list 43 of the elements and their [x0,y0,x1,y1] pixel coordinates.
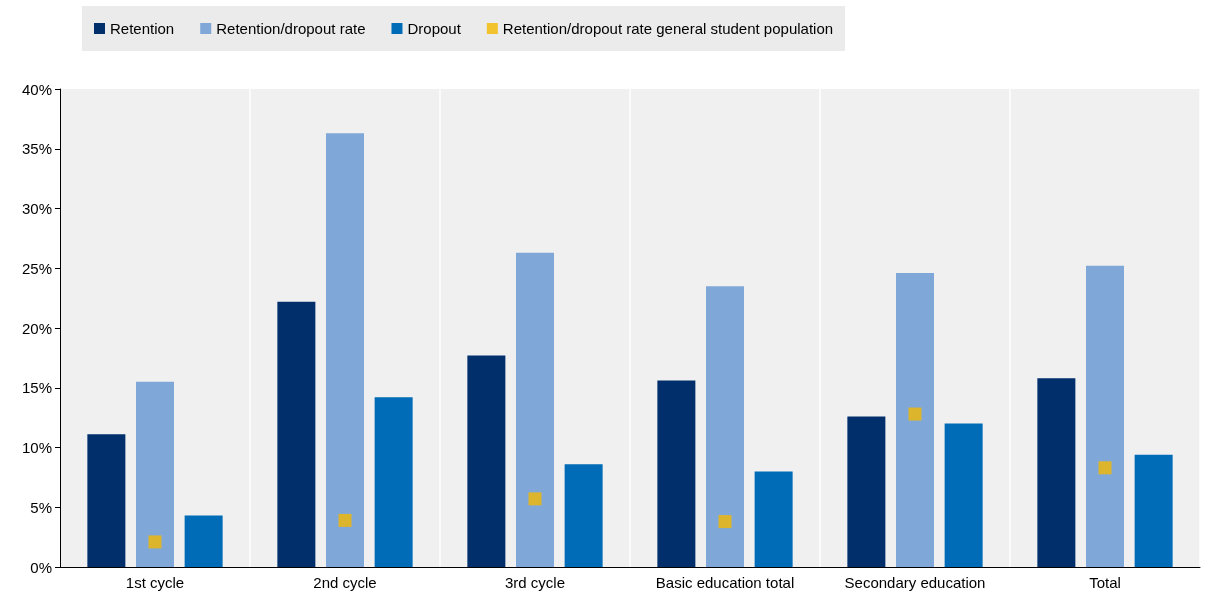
point [908,407,922,421]
bar [754,471,793,567]
y-tick-label: 30% [21,200,52,217]
bar [87,434,126,567]
x-tick-label: Basic education total [655,574,795,591]
y-tick-label: 0% [30,558,52,576]
y-tick-label: 35% [21,140,52,158]
bar [847,416,886,567]
legend-label: Retention/dropout rate [216,20,366,37]
point [148,535,162,549]
x-tick-label: 2nd cycle [313,574,377,591]
legend-label: Retention/dropout rate general student population [502,20,834,37]
y-tick-label: 40% [21,80,52,98]
x-tick-label: 1st cycle [125,574,185,591]
bar [516,252,554,567]
bar [374,397,413,567]
bar [1134,454,1173,567]
bar [657,380,696,567]
bar [706,286,744,567]
bar [896,273,934,567]
x-tick-label: Total [1089,574,1121,591]
bar [136,381,174,567]
legend-label: Retention [110,20,175,37]
bar [564,464,603,567]
y-tick-label: 15% [21,379,52,397]
y-tick-label: 25% [21,259,52,277]
bar [944,423,983,567]
x-tick-label: 3rd cycle [504,574,566,591]
bar [1037,378,1076,567]
y-tick-label: 5% [30,498,52,516]
bar [326,133,364,567]
bar [184,515,223,567]
point [528,492,542,506]
legend-label: Dropout [407,20,462,37]
point [338,513,352,527]
bar [1086,265,1124,567]
point [1098,461,1112,475]
point [718,515,732,529]
bar [467,355,506,567]
x-tick-label: Secondary education [844,574,986,591]
bar [277,301,316,567]
y-tick-label: 10% [21,439,52,456]
y-tick-label: 20% [21,319,52,337]
